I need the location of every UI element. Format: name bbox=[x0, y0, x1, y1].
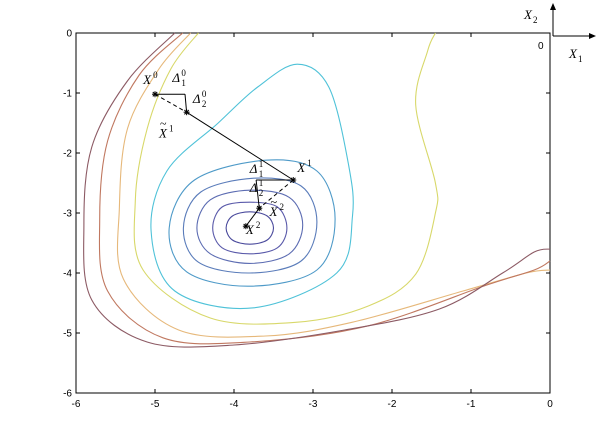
contour-level-1 bbox=[225, 211, 275, 245]
iteration-point-1 bbox=[183, 109, 190, 116]
svg-text:1: 1 bbox=[181, 78, 186, 88]
svg-text:X: X bbox=[523, 7, 533, 22]
coordinate-axes-icon: 0 X 1X 2 bbox=[523, 3, 596, 64]
svg-text:2: 2 bbox=[202, 99, 207, 109]
x-tick-label: 0 bbox=[547, 399, 553, 410]
x-tick-label: -5 bbox=[151, 399, 160, 410]
y-tick-label: -1 bbox=[63, 89, 72, 100]
svg-text:0: 0 bbox=[181, 68, 186, 78]
svg-text:X: X bbox=[269, 204, 279, 219]
y-tick-label: -6 bbox=[63, 389, 72, 400]
svg-text:Δ: Δ bbox=[171, 70, 180, 85]
svg-text:1: 1 bbox=[169, 123, 174, 133]
svg-text:~: ~ bbox=[271, 195, 278, 209]
iteration-point-0 bbox=[152, 91, 158, 98]
svg-text:1: 1 bbox=[578, 54, 583, 64]
y-tick-label: -4 bbox=[63, 269, 72, 280]
contour-level-9 bbox=[98, 32, 551, 345]
step-1-predict bbox=[258, 179, 294, 209]
annotation-1: Δ 01 bbox=[171, 68, 186, 88]
iteration-points bbox=[152, 91, 297, 230]
annotation-2: Δ 02 bbox=[192, 89, 207, 109]
x-tick-label: -4 bbox=[230, 399, 239, 410]
annotation-6: Δ 12 bbox=[249, 178, 263, 198]
contour-level-7 bbox=[133, 32, 439, 325]
svg-text:Δ: Δ bbox=[249, 180, 258, 195]
step-1-correct bbox=[245, 207, 260, 227]
svg-text:X: X bbox=[158, 125, 168, 140]
svg-text:2: 2 bbox=[256, 220, 261, 230]
annotation-4: Δ 11 bbox=[249, 159, 263, 179]
svg-text:2: 2 bbox=[280, 202, 285, 212]
contour-level-2 bbox=[212, 201, 288, 255]
svg-text:X: X bbox=[245, 222, 255, 237]
svg-text:Δ: Δ bbox=[249, 161, 258, 176]
x-tick-label: -3 bbox=[309, 399, 318, 410]
x-tick-label: -1 bbox=[467, 399, 476, 410]
svg-text:~: ~ bbox=[160, 116, 167, 130]
svg-text:Δ: Δ bbox=[192, 91, 201, 106]
svg-text:1: 1 bbox=[307, 158, 312, 168]
svg-text:1: 1 bbox=[259, 169, 264, 179]
delta-2-1 bbox=[255, 179, 260, 209]
axis-ticks: -6 -5 -4 -3 -2 -1 0 0 -1 -2 -3 -4 -5 -6 bbox=[63, 29, 553, 411]
x-tick-label: -6 bbox=[72, 399, 81, 410]
contour-lines bbox=[83, 32, 551, 348]
svg-text:2: 2 bbox=[533, 15, 538, 25]
contour-level-3 bbox=[196, 189, 304, 264]
svg-text:1: 1 bbox=[259, 159, 264, 169]
svg-text:0: 0 bbox=[153, 70, 158, 80]
y-tick-label: -5 bbox=[63, 329, 72, 340]
svg-text:2: 2 bbox=[259, 188, 264, 198]
contour-level-10 bbox=[83, 32, 551, 348]
y-tick-label: -3 bbox=[63, 209, 72, 220]
annotations: X 0 Δ 01Δ 02X~ 1Δ 11 X 1Δ 12X~ 2X 2 bbox=[142, 68, 312, 237]
annotation-7: X~ 2 bbox=[269, 195, 285, 219]
iteration-point-4 bbox=[242, 223, 249, 230]
gradient-steps bbox=[154, 93, 294, 227]
iteration-point-3 bbox=[256, 205, 263, 212]
svg-text:1: 1 bbox=[259, 178, 264, 188]
annotation-3: X~ 1 bbox=[158, 116, 174, 140]
contour-level-6 bbox=[150, 63, 354, 309]
contour-level-4 bbox=[182, 177, 318, 274]
svg-text:X: X bbox=[568, 46, 578, 61]
y-tick-label: -2 bbox=[63, 149, 72, 160]
contour-level-5 bbox=[168, 159, 336, 287]
svg-text:X: X bbox=[142, 72, 152, 87]
svg-text:0: 0 bbox=[538, 41, 544, 52]
contour-level-8 bbox=[116, 32, 551, 338]
svg-text:X: X bbox=[296, 160, 306, 175]
step-0-predict bbox=[154, 93, 187, 113]
step-0-correct bbox=[186, 111, 294, 181]
svg-text:0: 0 bbox=[202, 89, 207, 99]
x-tick-label: -2 bbox=[388, 399, 397, 410]
y-tick-label: 0 bbox=[66, 29, 72, 40]
iteration-point-2 bbox=[290, 177, 297, 183]
